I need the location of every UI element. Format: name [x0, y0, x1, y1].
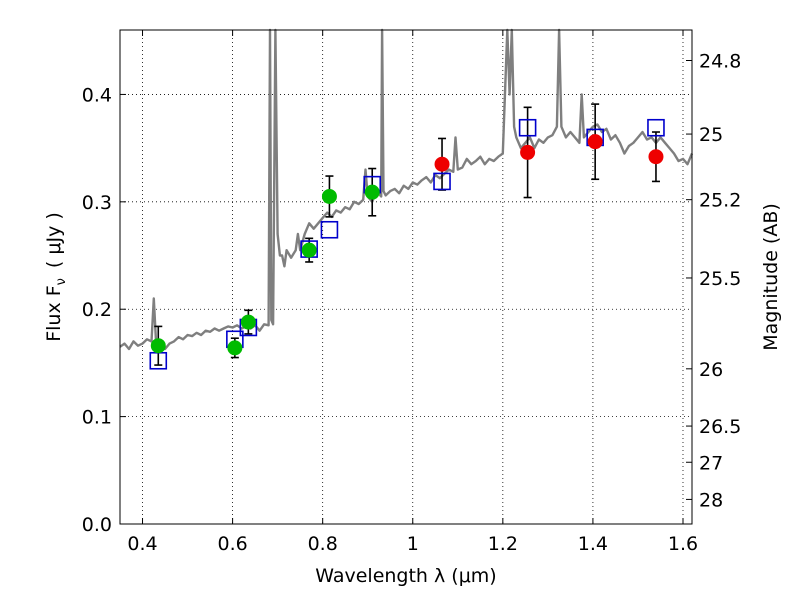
data-point-marker	[150, 338, 166, 354]
x-tick-label: 1.4	[578, 533, 608, 555]
x-axis-title: Wavelength λ (μm)	[315, 565, 496, 587]
right-tick-label: 27	[699, 452, 723, 474]
y-axis-title-subscript: ν	[54, 278, 69, 285]
right-tick-label: 28	[699, 489, 723, 511]
x-tick-label: 1	[407, 533, 419, 555]
data-point-marker	[434, 156, 450, 172]
data-point-marker	[648, 149, 664, 165]
y-tick-label: 0.4	[82, 84, 112, 106]
right-tick-label: 24.8	[699, 50, 741, 72]
model-square-marker	[647, 118, 665, 137]
y-axis-ticks: 0.0 0.1 0.2 0.3 0.4	[82, 84, 126, 536]
spectrum-line	[119, 28, 694, 351]
data-point-marker	[321, 188, 337, 204]
error-bars	[154, 103, 660, 366]
y-axis-title-unit: ( μJy )	[43, 212, 65, 268]
y-tick-label: 0.1	[82, 407, 112, 429]
data-point-marker	[364, 184, 380, 200]
model-square-marker	[518, 118, 537, 137]
right-tick-label: 25	[699, 124, 723, 146]
spectrum-layer	[119, 28, 694, 351]
right-axis-ticks: 24.8 25 25.2 25.5 26 26.5 27 28	[686, 50, 741, 511]
y-axis-title-text: Flux Fν ( μJy )	[43, 212, 69, 342]
right-tick-label: 25.2	[699, 190, 741, 212]
y-tick-label: 0.0	[82, 514, 112, 536]
data-point-marker	[227, 340, 243, 356]
y-axis-title-main: Flux F	[43, 285, 65, 341]
right-axis-title: Magnitude (AB)	[760, 203, 782, 351]
right-tick-label: 25.5	[699, 268, 741, 290]
model-square-marker	[320, 220, 339, 239]
x-tick-label: 0.8	[308, 533, 338, 555]
data-point-marker	[240, 314, 256, 330]
x-tick-label: 0.6	[217, 533, 247, 555]
y-tick-label: 0.2	[82, 299, 112, 321]
data-point-marker	[301, 242, 317, 258]
plot-frame	[119, 29, 693, 525]
right-tick-label: 26.5	[699, 416, 741, 438]
y-axis-title: Flux Fν ( μJy )	[43, 212, 69, 342]
x-tick-label: 1.2	[488, 533, 518, 555]
right-axis-title-text: Magnitude (AB)	[760, 203, 782, 351]
model-square-marker	[433, 172, 451, 191]
grid	[120, 30, 692, 524]
y-tick-label: 0.3	[82, 192, 112, 214]
x-tick-label: 1.6	[668, 533, 698, 555]
x-tick-label: 0.4	[127, 533, 157, 555]
x-axis-ticks: 0.4 0.6 0.8 1 1.2 1.4 1.6	[127, 30, 698, 555]
markers	[149, 118, 665, 370]
right-tick-label: 26	[699, 359, 723, 381]
data-point-marker	[587, 134, 603, 150]
data-point-marker	[520, 144, 536, 160]
